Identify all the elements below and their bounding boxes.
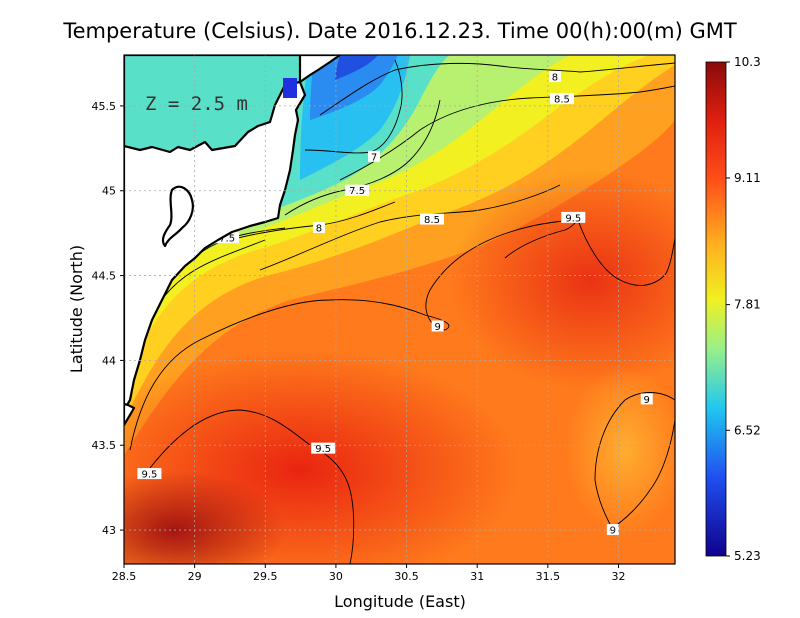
contour-9-east — [594, 392, 675, 529]
depth-label: Z = 2.5 m — [145, 93, 248, 115]
contour-label-box — [345, 184, 370, 196]
x-axis-title: Longitude (East) — [334, 592, 466, 611]
contour-8 — [319, 62, 675, 116]
contour-label: 8.5 — [554, 95, 570, 106]
band-5 — [335, 55, 378, 80]
y-tick-label: 44.5 — [92, 270, 117, 283]
colorbar-ticks: 10.3 9.11 7.81 6.52 5.23 — [726, 55, 761, 563]
contour-9-5-south — [149, 409, 355, 564]
colorbar-tick-label: 10.3 — [734, 55, 761, 69]
x-tick-label: 31.5 — [536, 570, 561, 583]
cool-core-se — [565, 365, 675, 535]
colorbar-tick-label: 5.23 — [734, 549, 761, 563]
grid-lines — [124, 55, 675, 564]
contour-label-box — [548, 71, 561, 83]
contour-label: 8 — [316, 224, 322, 235]
colorbar-tick-label: 9.11 — [734, 171, 761, 185]
contour-label-box — [640, 393, 653, 405]
contour-label: 7.5 — [349, 186, 365, 197]
y-tick-label: 45.5 — [92, 100, 117, 113]
colorbar-tick-label: 6.52 — [734, 423, 761, 437]
contour-label: 9 — [610, 526, 616, 537]
contour-label-box — [137, 468, 162, 480]
land-masses — [124, 55, 342, 427]
y-tick-label: 44 — [102, 354, 116, 367]
contour-label: 9 — [434, 322, 440, 333]
contour-label-box — [215, 232, 240, 244]
contour-9-5-east — [504, 219, 675, 286]
contour-7-5 — [284, 99, 441, 216]
contour-lines — [129, 59, 675, 564]
contour-label-box — [311, 442, 336, 454]
contour-label: 9 — [644, 395, 650, 406]
x-tick-label: 29.5 — [253, 570, 278, 583]
contour-8-5-north — [339, 85, 675, 181]
contour-label-box — [606, 524, 619, 536]
contour-label: 9.5 — [315, 444, 331, 455]
contour-label-box — [419, 213, 444, 225]
warm-core-sw — [124, 470, 285, 564]
contour-label: 9.5 — [141, 470, 157, 481]
y-tick-label: 45 — [102, 185, 116, 198]
coastline-danube-delta — [124, 55, 342, 84]
coastline-southwest — [124, 402, 136, 427]
contour-labels: 8 8.5 7 7.5 8.5 8 9.5 7.5 9 9 9.5 9.5 9 — [137, 71, 653, 537]
plot-frame — [123, 54, 676, 565]
x-ticks: 28.5 29 29.5 30 30.5 31 31.5 32 — [112, 564, 625, 583]
y-ticks: 43 43.5 44 44.5 45 45.5 — [92, 100, 124, 537]
contour-label: 8.5 — [424, 215, 440, 226]
contour-7 — [304, 59, 403, 154]
contour-label: 7.5 — [219, 234, 235, 245]
plot-area: 8 8.5 7 7.5 8.5 8 9.5 7.5 9 9 9.5 9.5 9 — [124, 55, 675, 564]
danube-mouth — [283, 78, 297, 98]
x-tick-label: 29 — [188, 570, 202, 583]
coastline-north — [124, 55, 307, 412]
contour-label: 8 — [552, 73, 558, 84]
x-tick-label: 28.5 — [112, 570, 137, 583]
band-5-5 — [310, 55, 398, 120]
contour-label: 9.5 — [565, 213, 581, 224]
contour-label-box — [549, 93, 574, 105]
contour-label-box — [312, 222, 325, 234]
contour-label-box — [431, 320, 444, 332]
contour-9 — [129, 219, 586, 451]
x-tick-label: 30.5 — [394, 570, 419, 583]
colorbar: 10.3 9.11 7.81 6.52 5.23 — [705, 55, 761, 563]
x-tick-label: 32 — [611, 570, 625, 583]
lagoon-razim — [161, 185, 194, 248]
colorbar-tick-label: 7.81 — [734, 298, 761, 312]
contour-label-box — [561, 211, 586, 223]
contour-label: 7 — [371, 152, 377, 163]
contour-label-box — [368, 150, 381, 162]
x-tick-label: 31 — [470, 570, 484, 583]
colorbar-gradient — [705, 61, 727, 557]
warm-core-east — [450, 170, 675, 390]
chart-title: Temperature (Celsius). Date 2016.12.23. … — [62, 19, 737, 43]
y-axis-title: Latitude (North) — [67, 245, 86, 373]
y-tick-label: 43.5 — [92, 439, 117, 452]
x-tick-label: 30 — [329, 570, 343, 583]
y-tick-label: 43 — [102, 524, 116, 537]
